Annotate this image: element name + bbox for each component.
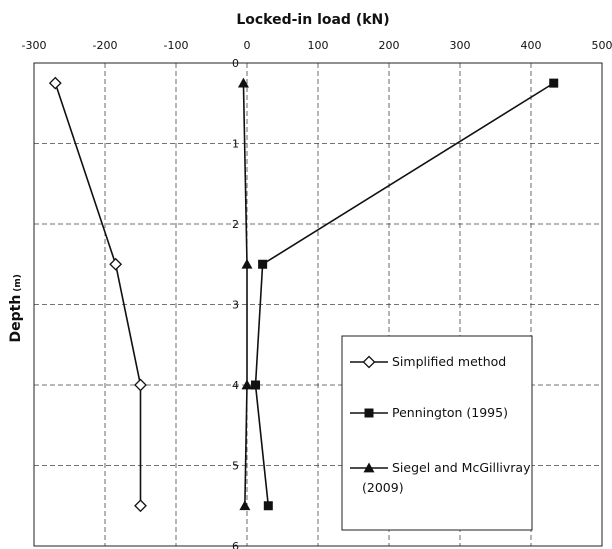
series-3 [237, 77, 253, 511]
data-point-marker [241, 379, 253, 390]
y-tick-label: 5 [232, 460, 239, 473]
y-axis-title-main: Depth [8, 295, 24, 343]
series-2 [251, 78, 559, 511]
data-point-marker [263, 501, 273, 511]
x-tick-label: -300 [22, 39, 47, 52]
y-tick-label: 6 [232, 540, 239, 549]
data-point-marker [134, 378, 147, 392]
x-tick-label: 100 [308, 39, 329, 52]
legend-items: Simplified method Pennington (1995) Siegel… [350, 354, 531, 495]
legend-label: Simplified method [392, 354, 506, 369]
series-layer [48, 76, 559, 513]
legend-label-line: (2009) [362, 480, 404, 495]
x-tick-label: 500 [592, 39, 612, 52]
data-point-marker [241, 258, 253, 269]
y-tick-label: 2 [232, 218, 239, 231]
y-axis-title: Depth (m) [8, 274, 24, 342]
legend-label: Pennington (1995) [392, 405, 508, 420]
x-tick-label: 200 [379, 39, 400, 52]
series-line [242, 83, 248, 506]
data-point-marker [237, 77, 249, 88]
x-tick-label: 400 [521, 39, 542, 52]
plot-area-frame [33, 62, 603, 547]
data-point-marker [48, 76, 62, 90]
legend-item: Simplified method [350, 354, 506, 369]
x-tick-label: -100 [164, 39, 189, 52]
series-line [54, 82, 142, 506]
data-point-marker [549, 78, 559, 88]
legend: Simplified method Pennington (1995) Siegel… [341, 335, 533, 531]
x-tick-label: -200 [93, 39, 118, 52]
y-tick-label: 0 [232, 57, 239, 70]
tick-labels: -300 -200 -100 0 100 200 300 400 500 0 1 2 3 4 5 6 [22, 39, 612, 549]
legend-swatch-marker [364, 408, 374, 418]
x-axis-title: Locked-in load (kN) [236, 12, 389, 28]
legend-item: Pennington (1995) [350, 405, 508, 420]
legend-box [341, 335, 533, 531]
x-tick-label: 0 [244, 39, 251, 52]
legend-label-line: Siegel and McGillivray [392, 460, 531, 475]
series-line [254, 82, 555, 506]
legend-item: Siegel and McGillivray (2009) [350, 460, 531, 495]
legend-label: Siegel and McGillivray (2009) [362, 460, 531, 495]
data-point-marker [258, 259, 268, 269]
y-axis-title-unit: (m) [13, 274, 23, 292]
data-point-marker [251, 380, 261, 390]
y-tick-label: 4 [232, 379, 239, 392]
data-point-marker [134, 499, 147, 513]
legend-swatch-marker [363, 462, 375, 473]
x-tick-label: 300 [450, 39, 471, 52]
legend-swatch-marker [362, 355, 376, 369]
data-point-marker [109, 257, 123, 271]
y-tick-label: 3 [232, 299, 239, 312]
series-1 [48, 76, 147, 513]
data-point-marker [239, 500, 251, 511]
y-tick-label: 1 [232, 138, 239, 151]
